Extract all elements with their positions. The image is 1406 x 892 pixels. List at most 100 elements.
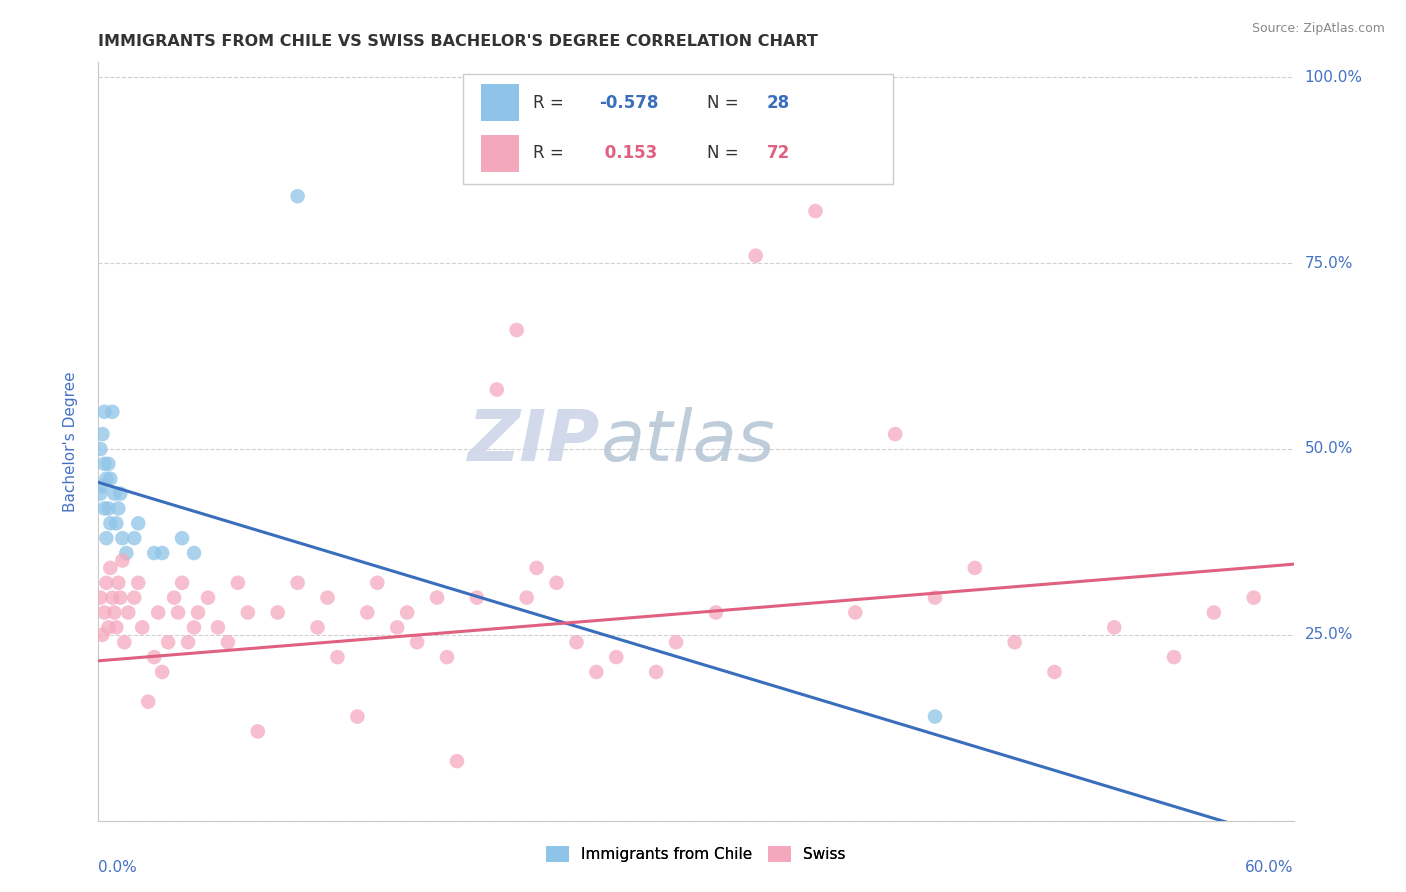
Point (98, 561, 122, 575)
Point (172, 531, 194, 545)
Y-axis label: Bachelor's Degree: Bachelor's Degree (63, 371, 77, 512)
Point (150, 665, 173, 679)
Point (197, 591, 219, 605)
Point (127, 575, 149, 590)
Point (89, 442, 111, 456)
Point (366, 575, 388, 590)
Point (98, 472, 122, 486)
Point (111, 553, 134, 567)
Point (307, 620, 329, 634)
Point (96, 531, 118, 545)
Point (127, 516, 149, 531)
Point (131, 620, 153, 634)
Point (385, 620, 409, 634)
Point (924, 709, 946, 723)
Point (924, 591, 946, 605)
Point (177, 635, 200, 649)
Point (844, 606, 866, 620)
Point (143, 650, 166, 665)
FancyBboxPatch shape (463, 74, 893, 184)
Text: 75.0%: 75.0% (1305, 256, 1353, 270)
Point (91, 427, 114, 442)
Text: atlas: atlas (600, 407, 775, 476)
Point (207, 620, 229, 634)
Point (124, 591, 146, 605)
Point (267, 606, 290, 620)
Text: N =: N = (707, 94, 738, 112)
Point (103, 486, 125, 500)
FancyBboxPatch shape (481, 136, 519, 171)
Point (804, 204, 827, 219)
Point (217, 635, 239, 649)
Point (103, 606, 125, 620)
Text: 0.0%: 0.0% (98, 860, 138, 874)
Legend: Immigrants from Chile, Swiss: Immigrants from Chile, Swiss (547, 847, 845, 863)
Text: Source: ZipAtlas.com: Source: ZipAtlas.com (1251, 22, 1385, 36)
Text: N =: N = (707, 145, 738, 162)
Point (101, 591, 124, 605)
Point (605, 650, 627, 665)
Point (426, 591, 449, 605)
Point (172, 575, 194, 590)
Point (226, 575, 249, 590)
Point (105, 516, 128, 531)
Point (105, 620, 128, 634)
Point (110, 591, 132, 605)
Point (406, 635, 429, 649)
Point (96, 575, 118, 590)
Point (89, 486, 111, 500)
Point (93, 457, 115, 471)
Point (110, 486, 132, 500)
Point (1004, 635, 1026, 649)
Point (89, 591, 111, 605)
Point (287, 575, 309, 590)
Point (1243, 591, 1265, 605)
Point (167, 606, 190, 620)
Point (546, 575, 568, 590)
Point (97, 501, 120, 516)
Text: 50.0%: 50.0% (1305, 442, 1353, 457)
Point (1043, 665, 1066, 679)
Point (101, 405, 124, 419)
Point (136, 695, 159, 709)
Point (107, 575, 129, 590)
Point (143, 546, 166, 560)
Point (745, 249, 768, 263)
Point (157, 635, 180, 649)
Text: 0.153: 0.153 (599, 145, 658, 162)
Point (446, 754, 468, 768)
Point (356, 606, 378, 620)
Point (96, 472, 118, 486)
Point (465, 591, 488, 605)
Point (148, 606, 170, 620)
Point (316, 591, 339, 605)
FancyBboxPatch shape (481, 85, 519, 120)
Point (97, 457, 120, 471)
Text: 25.0%: 25.0% (1305, 627, 1353, 642)
Point (98, 516, 122, 531)
Point (1202, 606, 1225, 620)
Point (526, 561, 548, 575)
Point (963, 561, 986, 575)
Point (326, 650, 349, 665)
Point (97, 620, 120, 634)
Point (236, 606, 259, 620)
Text: 28: 28 (766, 94, 790, 112)
Text: 60.0%: 60.0% (1246, 860, 1294, 874)
Point (704, 606, 727, 620)
Point (436, 650, 458, 665)
Point (246, 724, 269, 739)
Point (183, 620, 205, 634)
Point (1104, 620, 1126, 634)
Text: -0.578: -0.578 (599, 94, 658, 112)
Text: ZIP: ZIP (468, 407, 600, 476)
Point (91, 479, 114, 493)
Text: R =: R = (533, 94, 564, 112)
Point (665, 635, 688, 649)
Point (93, 501, 115, 516)
Point (396, 606, 419, 620)
Point (107, 501, 129, 516)
Point (287, 189, 309, 203)
Point (1163, 650, 1185, 665)
Point (187, 606, 209, 620)
